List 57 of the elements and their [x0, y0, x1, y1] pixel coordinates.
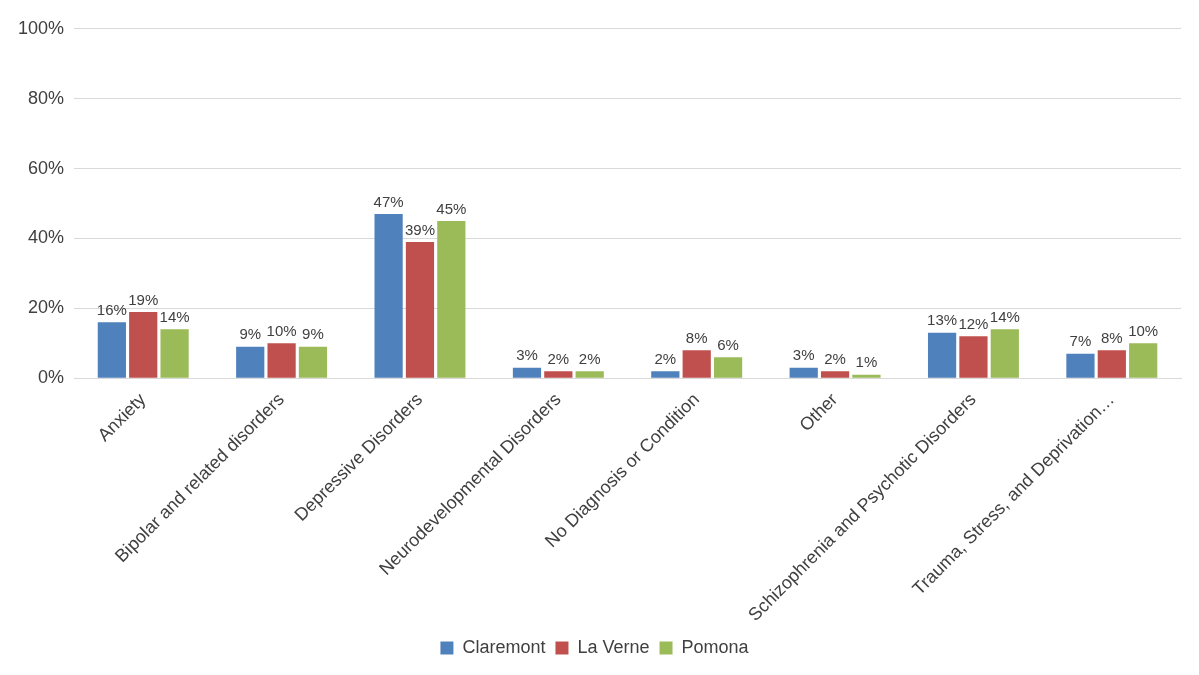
bar: [713, 357, 743, 378]
y-tick-label: 40%: [28, 227, 65, 248]
data-label: 3%: [516, 346, 538, 364]
bar: [990, 329, 1019, 378]
bar: [1129, 343, 1158, 378]
y-tick-label: 0%: [38, 367, 65, 388]
bar: [682, 350, 711, 378]
y-tick-label: 100%: [17, 17, 65, 38]
data-label: 2%: [654, 349, 677, 367]
data-label: 2%: [578, 349, 601, 367]
data-label: 47%: [373, 192, 404, 210]
bar: [267, 343, 296, 378]
bar: [405, 241, 435, 378]
legend-label: Pomona: [681, 636, 750, 657]
bar: [437, 221, 466, 378]
data-label: 3%: [792, 346, 815, 364]
bar: [97, 322, 126, 378]
data-label: 7%: [1069, 332, 1092, 350]
data-label: 8%: [1100, 328, 1123, 346]
bar: [852, 374, 881, 378]
data-label: 10%: [1128, 321, 1159, 339]
bar: [512, 367, 542, 378]
data-label: 19%: [128, 290, 159, 308]
data-label: 8%: [685, 328, 708, 346]
data-label: 14%: [159, 308, 190, 325]
data-label: 13%: [927, 311, 958, 329]
data-label: 2%: [547, 349, 570, 367]
bar: [1066, 353, 1095, 378]
bar: [789, 367, 818, 378]
bar: [374, 214, 403, 378]
bar: [298, 346, 328, 378]
bar: [651, 371, 680, 378]
bar: [927, 332, 957, 378]
bar: [544, 371, 573, 378]
bar: [129, 311, 158, 378]
bar: [236, 346, 265, 378]
legend-label: Claremont: [462, 636, 546, 657]
data-label: 10%: [266, 321, 297, 339]
data-label: 12%: [958, 314, 989, 332]
bar: [1097, 350, 1126, 378]
bar: [575, 371, 604, 378]
data-label: 2%: [824, 349, 846, 367]
y-tick-label: 80%: [28, 87, 65, 108]
data-label: 45%: [436, 199, 467, 217]
data-label: 16%: [96, 301, 127, 319]
bar: [959, 336, 988, 378]
data-label: 9%: [302, 325, 324, 343]
y-tick-label: 60%: [28, 157, 65, 178]
data-label: 6%: [717, 335, 739, 353]
bar: [160, 329, 189, 378]
bar: [820, 371, 850, 378]
legend-label: La Verne: [577, 636, 650, 657]
data-label: 39%: [404, 220, 435, 238]
data-label: 1%: [855, 353, 878, 371]
data-label: 9%: [239, 325, 262, 343]
y-tick-label: 20%: [28, 297, 65, 318]
data-label: 14%: [989, 308, 1020, 325]
